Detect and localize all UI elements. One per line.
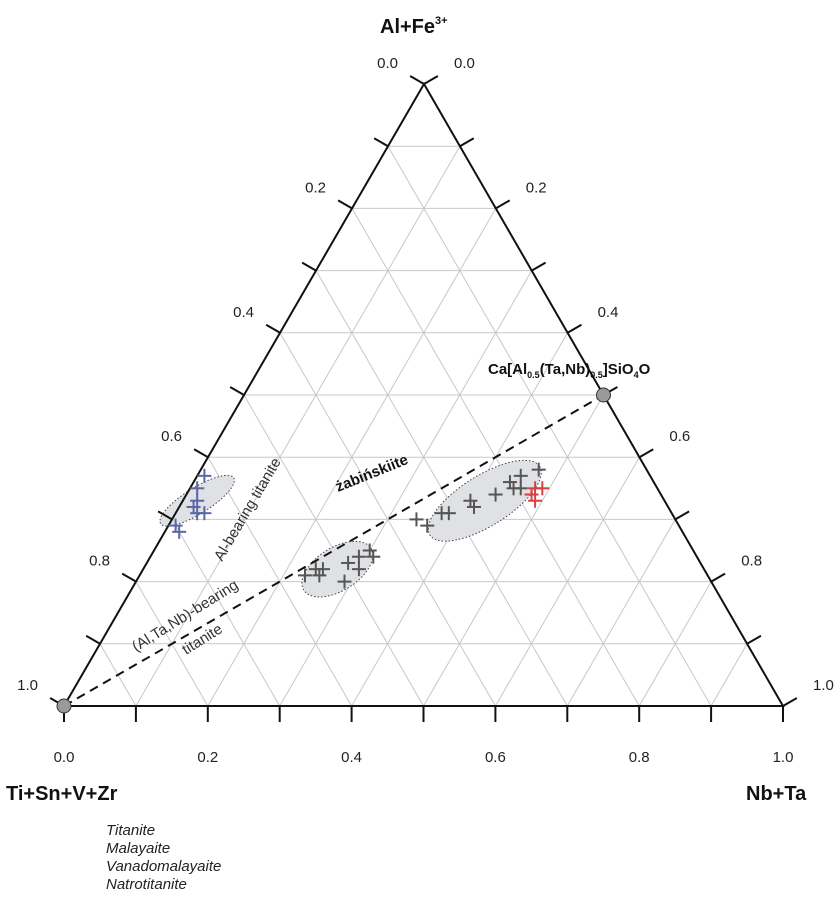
data-point [197, 468, 212, 483]
grid-line [566, 519, 676, 707]
data-point [535, 481, 550, 496]
tick-left [265, 323, 281, 334]
reference-lines [63, 394, 604, 707]
data-point [351, 562, 366, 577]
endmember-marker [596, 387, 611, 403]
tick-label-left: 0.4 [233, 304, 254, 321]
data-point [488, 487, 503, 502]
tick-right [495, 199, 511, 210]
tick-right [782, 697, 798, 707]
data-point [366, 549, 381, 564]
data-point [190, 481, 205, 496]
tick-right [674, 510, 690, 521]
data-point [531, 462, 546, 477]
data-point [420, 518, 435, 533]
data-point [463, 493, 478, 508]
grid-line [638, 581, 712, 707]
data-point [337, 574, 352, 589]
tick-label-right: 0.6 [669, 428, 690, 445]
tick-label-right: 1.0 [813, 677, 834, 694]
grid-line [135, 145, 461, 707]
data-point [341, 555, 356, 570]
tick-label-left: 0.0 [377, 55, 398, 72]
tick-label-bottom: 0.2 [197, 749, 218, 766]
apex-label-right: Nb+Ta [746, 783, 807, 805]
data-point [168, 518, 183, 533]
data-point [297, 568, 312, 583]
tick-label-right: 0.8 [741, 553, 762, 570]
tick-label-left: 0.2 [305, 179, 326, 196]
mineral-list-item: Vanadomalayaite [106, 858, 222, 875]
grid-line [494, 456, 640, 707]
tick-label-right: 0.4 [598, 304, 619, 321]
tick-left [121, 572, 137, 583]
altanb-titanite-label-2: titanite [179, 621, 225, 659]
data-point [362, 543, 377, 558]
tick-left [229, 386, 245, 396]
grid-line [423, 394, 604, 707]
grid-line [279, 270, 533, 707]
grid-line [207, 456, 353, 707]
data-point [409, 512, 424, 527]
data-point [190, 493, 205, 508]
tick-left [157, 510, 173, 521]
data-point [351, 549, 366, 564]
tick-right [423, 75, 439, 85]
tick-label-left: 1.0 [17, 677, 38, 694]
data-point [186, 499, 201, 514]
al-titanite-label: Al-bearing titanite [211, 455, 285, 564]
data-point [528, 493, 543, 508]
data-points [56, 387, 611, 714]
grid-line [710, 643, 748, 707]
data-point [312, 568, 327, 583]
tick-label-bottom: 0.8 [629, 749, 650, 766]
tick-label-bottom: 1.0 [773, 749, 794, 766]
mineral-list-item: Titanite [106, 822, 156, 839]
data-point [197, 506, 212, 521]
data-point [502, 475, 517, 490]
tick-right [638, 448, 654, 459]
tick-left [85, 634, 101, 645]
data-point [172, 524, 187, 539]
tick-label-right: 0.2 [526, 179, 547, 196]
tick-right [459, 137, 475, 148]
tick-right [746, 634, 762, 645]
tick-left [337, 199, 353, 210]
composition-fields [159, 459, 542, 598]
tick-left [409, 75, 425, 85]
data-point [513, 481, 528, 496]
tick-label-left: 0.6 [161, 428, 182, 445]
apex-label-left: Ti+Sn+V+Zr [6, 783, 118, 805]
ternary-grid [99, 145, 748, 707]
endmember-label: Ca[Al0.5(Ta,Nb)0.5]SiO4O [488, 361, 651, 380]
tick-label-bottom: 0.4 [341, 749, 362, 766]
data-point [315, 562, 330, 577]
tick-left [301, 261, 317, 272]
tick-label-right: 0.0 [454, 55, 475, 72]
tick-label-bottom: 0.0 [54, 749, 75, 766]
data-point [466, 499, 481, 514]
apex-label-top: Al+Fe3+ [380, 15, 448, 38]
data-point [524, 487, 539, 502]
dashed-join-line [63, 394, 604, 707]
data-point [513, 468, 528, 483]
tick-right [710, 572, 726, 583]
mineral-list-item: Natrotitanite [106, 876, 187, 893]
mineral-list-item: Malayaite [106, 840, 171, 857]
mineral-list: Titanite Malayaite Vanadomalayaite Natro… [106, 822, 221, 894]
tick-labels: 0.0 0.2 0.4 0.6 0.8 1.0 1.0 0.8 0.6 0.4 0.2 0.0 0.0 0… [17, 55, 834, 766]
tick-left [373, 137, 389, 148]
data-point [441, 506, 456, 521]
endmember-marker [56, 698, 72, 714]
tick-right [531, 261, 547, 272]
composition-field [301, 540, 374, 598]
tick-left [193, 448, 209, 459]
tick-right [567, 323, 582, 334]
tick-label-left: 0.8 [89, 553, 110, 570]
zabinskiite-label: żabińskiite [333, 451, 410, 495]
tick-label-bottom: 0.6 [485, 749, 506, 766]
